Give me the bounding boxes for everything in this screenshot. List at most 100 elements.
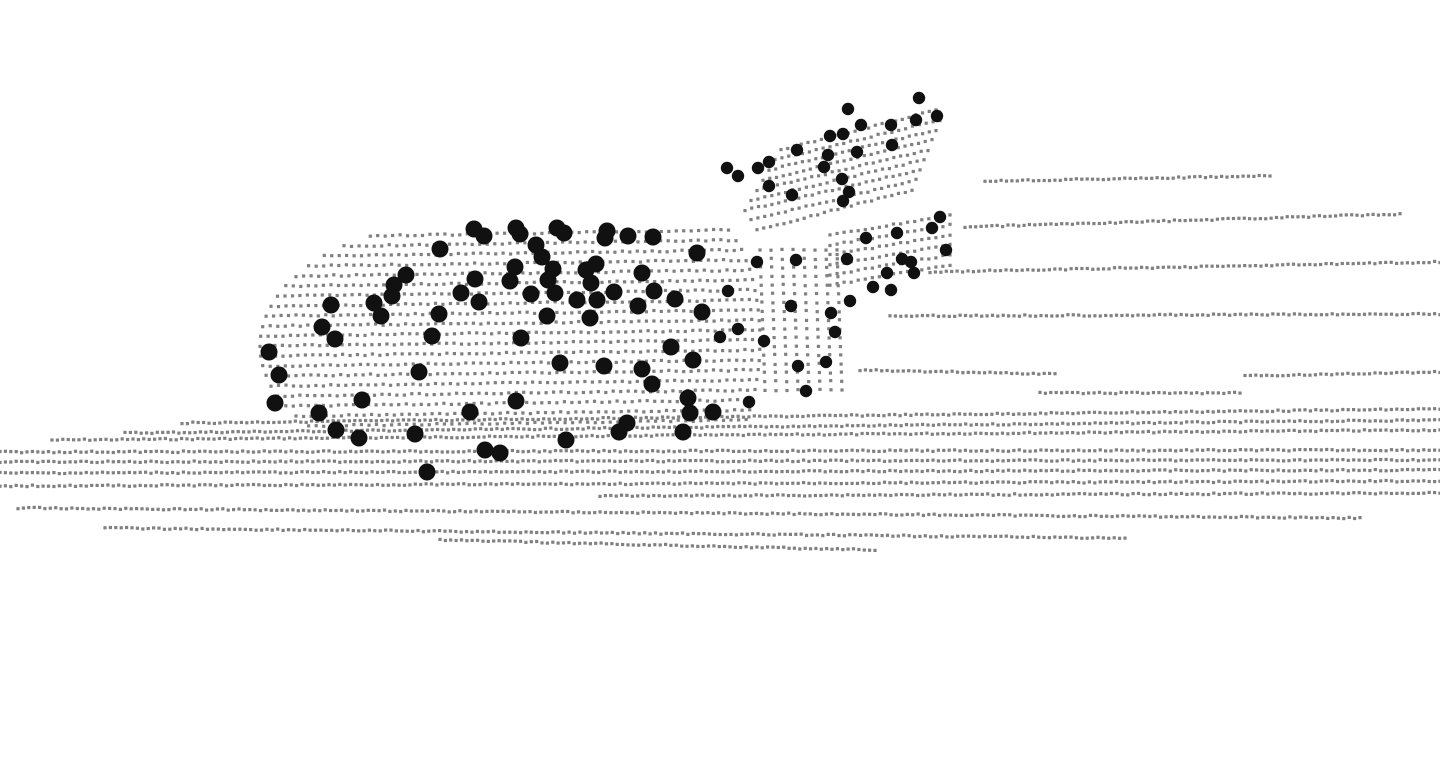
scan-point (1389, 469, 1394, 473)
scan-point (899, 314, 903, 318)
scan-point (818, 458, 822, 462)
scan-point (283, 324, 287, 328)
scan-point (349, 482, 353, 486)
scan-point (597, 426, 601, 431)
scan-point (890, 130, 894, 134)
scan-point (625, 511, 629, 515)
scan-point (575, 448, 579, 453)
scan-point (640, 470, 644, 474)
scan-point (683, 481, 687, 485)
scan-point (1050, 481, 1054, 485)
scan-point (1389, 312, 1394, 316)
scan-point (247, 430, 251, 434)
scan-point (1071, 459, 1075, 463)
scan-point (803, 284, 807, 288)
scan-point (462, 450, 466, 454)
scan-point (808, 494, 812, 498)
scan-point (1303, 419, 1307, 423)
keypoint-marker (784, 299, 798, 313)
scan-point (391, 312, 395, 316)
scan-point (370, 273, 374, 277)
scan-point (979, 224, 983, 228)
scan-point (1427, 312, 1431, 316)
scan-point (615, 399, 619, 403)
keypoint-marker (662, 338, 680, 356)
scan-point (636, 494, 640, 498)
scan-point (653, 349, 658, 353)
scan-point (192, 450, 196, 454)
scan-point (1031, 179, 1035, 183)
scan-point (931, 313, 935, 317)
scan-point (678, 449, 682, 453)
scan-point (505, 470, 509, 474)
scan-point (726, 369, 730, 373)
scan-point (50, 438, 54, 442)
scan-point (161, 508, 166, 512)
scan-point (835, 231, 839, 236)
scan-point (1368, 429, 1372, 433)
scan-point (1147, 313, 1151, 318)
scan-point (999, 178, 1003, 182)
scan-point (981, 513, 985, 517)
scan-point (1261, 515, 1265, 519)
scan-point (804, 301, 808, 305)
scan-point (1130, 410, 1134, 414)
scan-point (1362, 261, 1366, 265)
scan-point (433, 435, 438, 439)
scan-point (318, 344, 322, 348)
scan-point (839, 353, 843, 357)
scan-point (802, 458, 806, 462)
scan-point (251, 470, 256, 474)
scan-point (602, 469, 606, 474)
scan-point (601, 349, 605, 354)
scan-point (818, 201, 822, 205)
scan-point (553, 482, 558, 486)
scan-point (544, 391, 548, 395)
scan-point (919, 149, 923, 153)
scan-point (1211, 458, 1216, 462)
scan-point (448, 529, 452, 533)
scan-point (880, 534, 884, 538)
scan-point (1028, 314, 1032, 318)
scan-point (996, 480, 1000, 484)
scan-point (952, 432, 956, 436)
scan-point (502, 530, 506, 534)
scan-point (393, 332, 397, 336)
scan-point (1039, 480, 1043, 484)
scan-point (1352, 448, 1356, 452)
scan-point (652, 319, 656, 323)
scan-point (0, 449, 2, 454)
scan-point (928, 271, 932, 275)
scan-point (1314, 448, 1318, 452)
scan-point (1108, 391, 1112, 395)
scan-point (415, 413, 419, 417)
scan-point (426, 382, 430, 387)
scan-point (1433, 428, 1437, 433)
scan-point (368, 234, 372, 238)
scan-point (683, 469, 687, 473)
scan-point (829, 379, 833, 383)
scan-point (179, 527, 183, 531)
scan-point (412, 252, 416, 256)
scan-point (828, 353, 832, 357)
scan-point (1184, 469, 1189, 473)
scan-point (764, 449, 768, 453)
scan-point (99, 437, 103, 442)
scan-point (959, 493, 963, 497)
scan-point (160, 471, 164, 475)
scan-point (923, 139, 927, 144)
scan-point (1049, 222, 1053, 226)
scan-point (1130, 390, 1134, 394)
scan-point (453, 272, 457, 276)
scan-point (974, 481, 978, 485)
scan-point (532, 449, 536, 453)
scan-point (372, 244, 376, 248)
scan-point (534, 350, 538, 354)
scan-point (1368, 419, 1372, 423)
scan-point (1303, 373, 1307, 377)
scan-point (494, 459, 498, 463)
scan-point (845, 470, 849, 474)
scan-point (54, 506, 58, 510)
